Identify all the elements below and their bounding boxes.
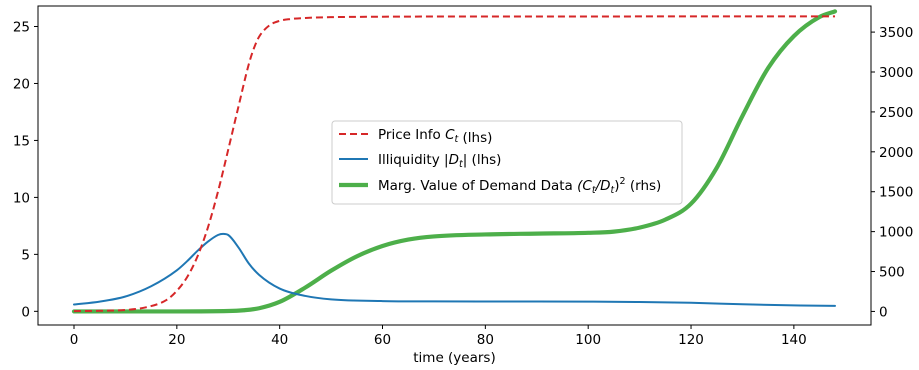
legend-label-illiquidity: Illiquidity |Dt| (lhs): [378, 152, 501, 170]
series-line-illiquidity: [72, 232, 837, 307]
x-tick-label: 40: [271, 332, 288, 348]
x-tick-label: 20: [168, 332, 185, 348]
y-left-tick-label: 20: [13, 76, 30, 92]
legend: Price Info Ct (lhs) Illiquidity |Dt| (lhs…: [331, 120, 683, 205]
y-left-tick-label: 0: [21, 304, 30, 320]
x-tick-label: 100: [575, 332, 601, 348]
x-tick-label: 140: [781, 332, 807, 348]
x-tick-label: 120: [678, 332, 704, 348]
series-line-marg-value: [71, 9, 838, 314]
axis-layer: 0 20 40 60 80 100 120 140 0 5 10 15 20 25 0 500 1000 1500…: [13, 20, 914, 348]
y-right-tick-label: 0: [879, 304, 888, 320]
y-left-tick-label: 25: [13, 20, 30, 36]
y-right-tick-label: 3500: [879, 25, 913, 41]
y-left-tick-label: 10: [13, 190, 30, 206]
series-line-price-info: [73, 15, 836, 313]
y-right-tick-label: 1000: [879, 225, 913, 241]
plot-frame: [37, 5, 872, 326]
x-tick-label: 0: [70, 332, 79, 348]
y-right-tick-label: 2500: [879, 105, 913, 121]
y-left-tick-label: 5: [21, 247, 30, 263]
y-right-tick-label: 500: [879, 265, 905, 281]
y-left-tick-label: 15: [13, 133, 30, 149]
legend-box: [331, 120, 683, 205]
x-axis-label: time (years): [413, 350, 495, 366]
legend-label-marg-value: Marg. Value of Demand Data (Ct/Dt)2 (rhs…: [378, 176, 661, 196]
series-layer: [71, 9, 838, 314]
y-right-tick-label: 2000: [879, 145, 913, 161]
x-tick-label: 60: [374, 332, 391, 348]
x-tick-label: 80: [477, 332, 494, 348]
y-right-tick-label: 1500: [879, 185, 913, 201]
legend-label-price-info: Price Info Ct (lhs): [378, 127, 492, 146]
y-right-tick-label: 3000: [879, 65, 913, 81]
